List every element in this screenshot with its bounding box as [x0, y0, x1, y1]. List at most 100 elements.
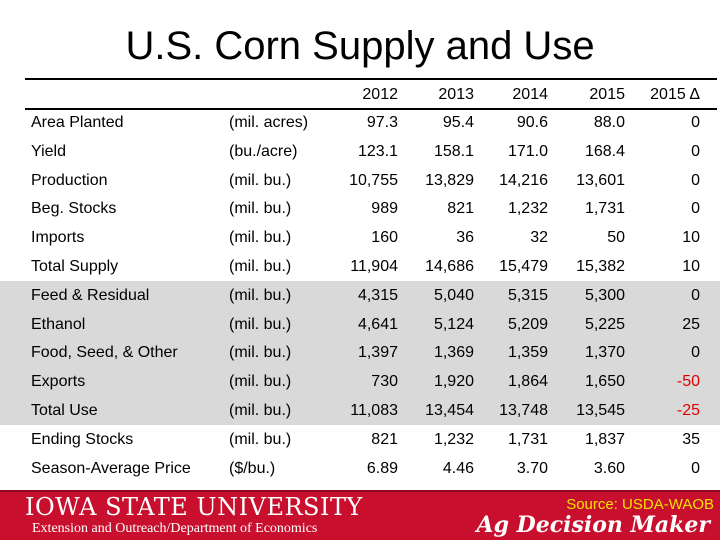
value-cell: 13,601	[576, 171, 625, 189]
value-cell: 1,650	[584, 373, 625, 391]
value-cell: 1,731	[584, 200, 625, 218]
value-cell: 160	[371, 229, 398, 247]
value-cell: 5,225	[584, 315, 625, 333]
change-cell: 0	[691, 142, 700, 160]
value-cell: 1,397	[357, 344, 398, 362]
column-header: 2015	[589, 86, 625, 103]
row-label: Food, Seed, & Other	[31, 344, 178, 362]
value-cell: 5,124	[433, 315, 474, 333]
row-label: Ethanol	[31, 315, 86, 333]
value-cell: 123.1	[357, 142, 398, 160]
footer-top-border	[0, 490, 720, 492]
row-label: Production	[31, 171, 108, 189]
value-cell: 4.46	[442, 459, 474, 477]
column-header: 2015 Δ	[650, 86, 700, 103]
value-cell: 11,904	[350, 258, 398, 275]
row-unit: (mil. bu.)	[229, 402, 292, 419]
row-unit: (mil. bu.)	[229, 286, 292, 304]
table-row: Ending Stocks (mil. bu.) 821 1,232 1,731 1,83…	[0, 425, 720, 454]
row-label: Imports	[31, 229, 85, 247]
row-unit: (mil. bu.)	[229, 315, 292, 333]
value-cell: 5,040	[433, 286, 474, 304]
change-cell: 0	[691, 286, 700, 304]
header-divider	[25, 108, 717, 110]
row-label: Ending Stocks	[31, 430, 134, 448]
value-cell: 1,370	[584, 344, 625, 362]
table-row: Total Use (mil. bu.) 11,083 13,454 13,748 13,…	[0, 396, 720, 425]
value-cell: 90.6	[516, 114, 548, 131]
change-cell: 0	[691, 171, 700, 189]
row-label: Feed & Residual	[31, 286, 150, 304]
value-cell: 1,369	[433, 344, 474, 362]
row-unit: (mil. bu.)	[229, 258, 292, 275]
change-cell: 10	[682, 258, 700, 275]
row-unit: (bu./acre)	[229, 142, 298, 160]
value-cell: 13,545	[576, 402, 625, 419]
row-unit: (mil. bu.)	[229, 373, 292, 391]
value-cell: 3.70	[516, 459, 548, 477]
value-cell: 10,755	[349, 171, 398, 189]
row-label: Total Supply	[31, 258, 119, 275]
row-unit: (mil. bu.)	[229, 200, 292, 218]
table-row: Beg. Stocks (mil. bu.) 989 821 1,232 1,731 0	[0, 194, 720, 223]
value-cell: 13,748	[499, 402, 548, 419]
value-cell: 1,232	[433, 430, 474, 448]
value-cell: 14,686	[425, 258, 474, 275]
value-cell: 1,837	[584, 430, 625, 448]
row-label: Total Use	[31, 402, 98, 419]
value-cell: 168.4	[584, 142, 625, 160]
department-text: Extension and Outreach/Department of Eco…	[32, 521, 318, 536]
change-cell: 10	[682, 229, 700, 247]
page-title: U.S. Corn Supply and Use	[125, 24, 595, 68]
change-cell: 35	[682, 430, 700, 448]
table-row: Exports (mil. bu.) 730 1,920 1,864 1,650 -50	[0, 367, 720, 397]
value-cell: 50	[607, 229, 625, 247]
column-header: 2013	[438, 86, 474, 103]
value-cell: 989	[371, 200, 398, 218]
value-cell: 5,300	[584, 286, 625, 304]
source-text: Source: USDA-WAOB	[566, 496, 714, 513]
brand-logo: Ag Decision Maker	[476, 512, 710, 538]
row-label: Beg. Stocks	[31, 200, 117, 218]
value-cell: 32	[530, 229, 548, 247]
column-header: 2012	[362, 86, 398, 103]
value-cell: 6.89	[366, 459, 398, 477]
value-cell: 36	[456, 229, 474, 247]
row-label: Yield	[31, 142, 66, 160]
row-unit: (mil. acres)	[229, 114, 309, 131]
value-cell: 158.1	[433, 142, 474, 160]
value-cell: 15,479	[499, 258, 548, 275]
row-label: Exports	[31, 373, 86, 391]
column-header-row: 2012 2013 2014 2015 2015 Δ	[0, 80, 720, 109]
value-cell: 88.0	[593, 114, 625, 131]
value-cell: 95.4	[442, 114, 474, 131]
value-cell: 15,382	[576, 258, 625, 275]
table-row: Yield (bu./acre) 123.1 158.1 171.0 168.4 0	[0, 137, 720, 166]
footer-bar	[0, 490, 720, 540]
university-logo: IOWA STATE UNIVERSITY	[25, 493, 363, 521]
value-cell: 821	[371, 430, 398, 448]
change-cell: -25	[676, 402, 700, 419]
value-cell: 3.60	[593, 459, 625, 477]
row-unit: (mil. bu.)	[229, 229, 292, 247]
row-unit: (mil. bu.)	[229, 171, 292, 189]
value-cell: 1,232	[507, 200, 548, 218]
value-cell: 730	[371, 373, 398, 391]
row-unit: ($/bu.)	[229, 459, 276, 477]
change-cell: 0	[691, 344, 700, 362]
value-cell: 4,315	[357, 286, 398, 304]
value-cell: 13,829	[425, 171, 474, 189]
table-row: Total Supply (mil. bu.) 11,904 14,686 15,479…	[0, 252, 720, 281]
value-cell: 1,864	[507, 373, 548, 391]
value-cell: 5,209	[507, 315, 548, 333]
value-cell: 11,083	[350, 402, 398, 419]
value-cell: 13,454	[425, 402, 474, 419]
row-label: Area Planted	[31, 114, 124, 131]
value-cell: 1,731	[507, 430, 548, 448]
table-row: Production (mil. bu.) 10,755 13,829 14,216 13…	[0, 166, 720, 195]
row-unit: (mil. bu.)	[229, 344, 292, 362]
change-cell: 0	[691, 459, 700, 477]
value-cell: 4,641	[357, 315, 398, 333]
value-cell: 171.0	[507, 142, 548, 160]
value-cell: 821	[447, 200, 474, 218]
